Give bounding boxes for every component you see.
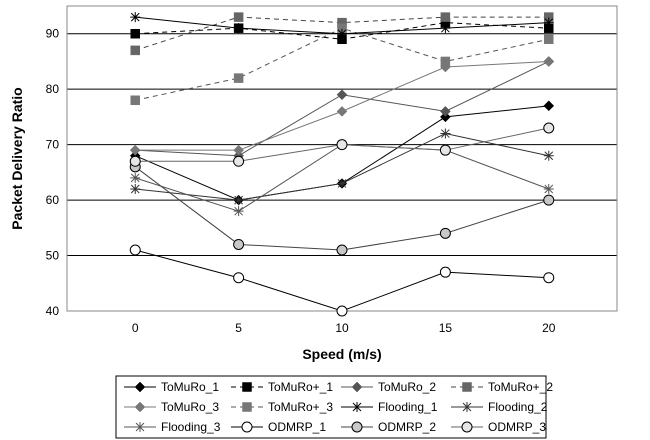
legend-swatch-marker-flooding-2 [462,402,472,412]
point-tomuro-3-4 [543,56,555,67]
x-tick-label-0: 0 [132,321,139,335]
point-odmrp-3-4 [543,122,555,134]
legend-label-odmrp-3: ODMRP_3 [488,420,546,434]
point-flooding-3-4 [543,184,554,194]
point-odmrp-1-0 [129,244,141,256]
point-tomuro-3-2 [336,106,348,117]
point-tomuro-3-0 [129,144,141,156]
y-tick-label-40: 40 [46,304,60,318]
series-tomuroplus-2 [130,12,554,56]
point-tomuro-3-1 [233,144,244,156]
legend-box [115,375,547,439]
point-flooding-2-4 [543,150,554,161]
point-odmrp-2-1 [233,238,245,250]
legend-swatch-marker-tomuroplus-3 [242,402,252,412]
x-tick-label-5: 5 [235,321,242,335]
point-odmrp-2-2 [336,244,348,256]
point-tomuroplus-2-0 [130,45,140,56]
point-odmrp-3-0 [129,155,141,167]
y-tick-label-90: 90 [46,27,60,41]
series-odmrp-3 [129,122,555,167]
point-flooding-1-2 [337,28,347,39]
legend-swatch-marker-tomuro-3 [134,401,146,413]
series-line-tomuroplus-2 [135,16,549,51]
point-flooding-3-0 [130,172,141,183]
series-tomuroplus-3 [130,23,554,106]
point-odmrp-1-1 [233,272,245,284]
legend-swatch-marker-tomuro-2 [351,381,363,393]
tick-labels: 40 50 60 70 80 90 0 5 10 15 20 [46,27,556,335]
x-axis-title: Speed (m/s) [302,346,381,362]
series-line-tomuro-3 [135,60,549,151]
legend-swatch-marker-flooding-1 [352,402,362,412]
series-odmrp-2 [129,161,555,256]
point-tomuroplus-3-0 [130,95,140,106]
point-odmrp-3-3 [439,144,451,156]
point-odmrp-1-2 [336,305,348,317]
legend-label-flooding-3: Flooding_3 [161,420,221,434]
point-tomuro-1-3 [440,111,451,123]
point-tomuro-2-2 [336,89,348,101]
series-layer [129,12,555,317]
point-odmrp-3-2 [336,139,348,151]
series-odmrp-1 [129,244,555,317]
point-flooding-1-0 [130,12,141,23]
y-tick-label-60: 60 [46,193,60,207]
point-tomuroplus-2-1 [233,12,244,22]
legend-swatch-marker-tomuroplus-1 [242,382,252,392]
point-odmrp-2-3 [439,227,451,239]
legend-swatch-marker-odmrp-3 [461,421,473,433]
legend-label-flooding-2: Flooding_2 [488,400,548,414]
legend-label-tomuroplus-3: ToMuRo+_3 [268,400,333,414]
point-tomuroplus-1-0 [130,28,140,39]
plot-area [66,5,618,312]
point-flooding-2-3 [440,128,451,139]
point-tomuro-2-3 [440,106,451,117]
point-flooding-1-3 [440,23,451,34]
legend-label-flooding-1: Flooding_1 [378,400,438,414]
legend-swatch-marker-odmrp-2 [351,421,363,433]
x-tick-label-10: 10 [335,321,349,335]
point-tomuroplus-2-3 [440,12,451,22]
point-flooding-3-1 [233,206,244,217]
point-tomuro-1-4 [543,100,555,112]
y-axis-title: Packet Delivery Ratio [9,87,25,229]
legend-label-tomuro-1: ToMuRo_1 [161,380,219,394]
legend-swatch-marker-tomuroplus-2 [462,382,472,392]
legend-label-tomuro-2: ToMuRo_2 [378,380,436,394]
legend-label-tomuroplus-2: ToMuRo+_2 [488,380,553,394]
point-flooding-1-4 [543,17,554,28]
legend-swatch-marker-odmrp-1 [241,421,253,433]
point-odmrp-1-3 [439,266,451,278]
legend-swatch-marker-tomuro-1 [134,381,146,393]
point-odmrp-2-4 [543,194,555,206]
legend-swatch-marker-flooding-3 [135,422,145,432]
series-line-flooding-3 [135,144,549,212]
point-tomuroplus-3-3 [440,56,451,67]
series-flooding-3 [130,139,554,217]
y-tick-label-70: 70 [46,138,60,152]
point-flooding-2-0 [130,184,141,194]
series-line-odmrp-1 [135,249,549,312]
point-odmrp-3-1 [233,155,245,167]
legend: ToMuRo_1 ToMuRo+_1 ToMuRo_2 ToMuRo+_2 ToMuRo… [115,375,553,439]
series-flooding-1 [130,12,554,39]
y-tick-label-80: 80 [46,82,60,96]
point-tomuroplus-3-1 [233,73,244,83]
legend-label-tomuroplus-1: ToMuRo+_1 [268,380,333,394]
point-flooding-2-2 [337,178,347,189]
legend-label-odmrp-2: ODMRP_2 [378,420,436,434]
point-flooding-2-1 [233,195,244,206]
legend-label-tomuro-3: ToMuRo_3 [161,400,219,414]
legend-label-odmrp-1: ODMRP_1 [268,420,326,434]
point-tomuroplus-3-4 [544,34,554,45]
point-odmrp-1-4 [543,272,555,284]
x-tick-label-15: 15 [439,321,453,335]
series-flooding-2 [130,128,554,206]
x-tick-label-20: 20 [542,321,556,335]
point-flooding-1-1 [233,23,244,34]
y-tick-label-50: 50 [46,249,60,263]
